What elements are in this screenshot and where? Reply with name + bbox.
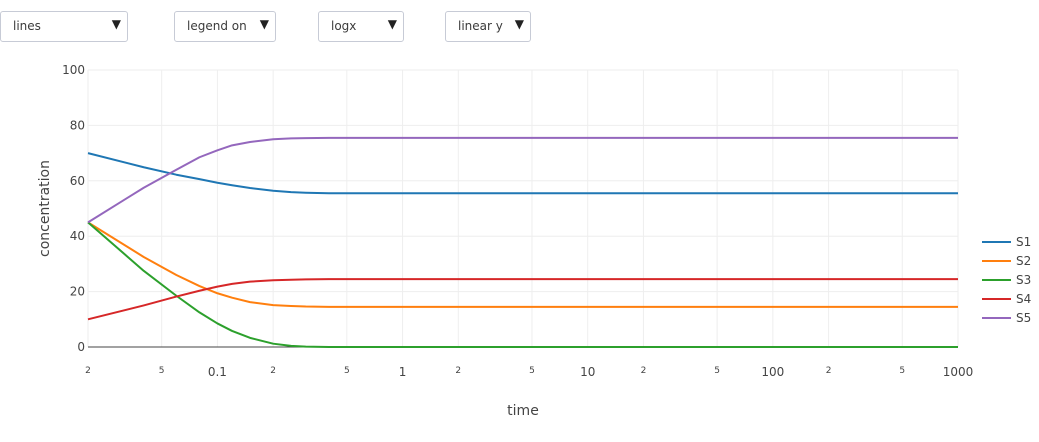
x-tick-label: 1000 [943, 365, 974, 379]
x-tick-label: 2 [455, 366, 461, 376]
x-tick-label: 5 [159, 366, 165, 376]
x-tick-label: 2 [826, 366, 832, 376]
y-tick-label: 0 [77, 340, 85, 354]
x-axis-title: time [507, 403, 539, 419]
x-tick-label: 5 [344, 366, 350, 376]
series-line-s1 [87, 152, 958, 195]
y-tick-label: 20 [70, 285, 85, 299]
y-axis: 0 20 40 60 80 100 [62, 63, 85, 354]
y-scale-dropdown[interactable]: linear y ▼ [445, 11, 531, 42]
x-tick-label: 1 [399, 365, 407, 379]
plot-area [87, 136, 958, 348]
legend-toggle-label: legend on [187, 19, 247, 33]
series-line-s3 [87, 221, 958, 348]
x-tick-label: 0.1 [208, 365, 227, 379]
dropdown-arrow-icon: ▼ [387, 17, 397, 31]
legend-label-s5: S5 [1016, 311, 1031, 325]
x-tick-label: 5 [899, 366, 905, 376]
legend-label-s4: S4 [1016, 292, 1031, 306]
x-tick-label: 2 [270, 366, 276, 376]
y-scale-label: linear y [458, 19, 503, 33]
x-tick-label: 5 [714, 366, 720, 376]
legend-label-s1: S1 [1016, 235, 1031, 249]
series-line-s5 [87, 136, 958, 224]
legend-toggle-dropdown[interactable]: legend on ▼ [174, 11, 276, 42]
legend-label-s3: S3 [1016, 273, 1031, 287]
dropdown-arrow-icon: ▼ [514, 17, 524, 31]
dropdown-arrow-icon: ▼ [111, 17, 121, 31]
legend: S1 S2 S3 S4 S5 [982, 235, 1031, 325]
y-tick-label: 40 [70, 229, 85, 243]
plot-type-dropdown[interactable]: lines ▼ [0, 11, 128, 42]
series-line-s4 [87, 278, 958, 321]
y-tick-label: 80 [70, 118, 85, 132]
x-tick-label: 2 [641, 366, 647, 376]
plot-type-label: lines [13, 19, 41, 33]
x-axis: 2 5 0.1 2 5 1 2 5 10 2 5 100 2 5 1000 [85, 365, 973, 379]
x-tick-label: 10 [580, 365, 595, 379]
legend-label-s2: S2 [1016, 254, 1031, 268]
grid [87, 69, 959, 348]
x-scale-dropdown[interactable]: logx ▼ [318, 11, 404, 42]
x-tick-label: 5 [529, 366, 535, 376]
dropdown-arrow-icon: ▼ [259, 17, 269, 31]
y-axis-title: concentration [37, 160, 53, 257]
y-tick-label: 60 [70, 174, 85, 188]
x-tick-label: 2 [85, 366, 91, 376]
series-line-s2 [87, 221, 958, 308]
x-scale-label: logx [331, 19, 357, 33]
y-tick-label: 100 [62, 63, 85, 77]
x-tick-label: 100 [761, 365, 784, 379]
